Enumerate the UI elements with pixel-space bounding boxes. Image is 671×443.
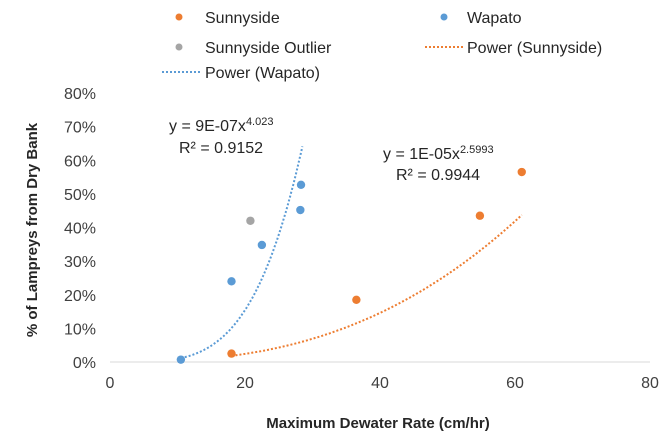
legend-marker-wapato [440,13,448,21]
data-point-wapato [257,240,267,250]
x-tick-label: 60 [506,375,524,392]
legend-marker-sunnyside [175,13,183,21]
sunnyside-equation: y = 1E-05x2.5993 R² = 0.9944 [383,144,494,184]
legend-label-power-sunnyside: Power (Sunnyside) [467,40,602,57]
legend-label-sunnyside: Sunnyside [205,10,280,27]
y-tick-label: 20% [64,288,96,305]
x-tick-label: 40 [371,375,389,392]
y-axis-title: % of Lampreys from Dry Bank [24,122,41,337]
wapato-equation: y = 9E-07x4.023 R² = 0.9152 [169,116,273,157]
data-point-wapato [176,355,186,364]
y-axis-ticks: 0% 10% 20% 30% 40% 50% 60% 70% 80% [64,86,96,372]
legend-label-power-wapato: Power (Wapato) [205,65,320,82]
wapato-r-squared: R² = 0.9152 [179,140,263,157]
data-point-sunnyside [352,295,361,304]
y-tick-label: 30% [64,254,96,271]
data-point-wapato [296,205,305,215]
legend-label-sunnyside-outlier: Sunnyside Outlier [205,40,332,57]
x-axis-ticks: 0 20 40 60 80 [106,375,659,392]
y-tick-label: 40% [64,221,96,238]
data-point-sunnyside [517,167,526,177]
trendline-power-wapato [180,146,304,360]
y-tick-label: 50% [64,187,96,204]
y-tick-label: 70% [64,120,96,137]
x-axis-title: Maximum Dewater Rate (cm/hr) [266,415,489,432]
x-tick-label: 80 [641,375,659,392]
trendlines [180,146,523,360]
wapato-equation-text: y = 9E-07x4.023 [169,116,273,135]
data-point-sunnyside-outlier [246,216,255,225]
y-tick-label: 60% [64,153,96,170]
x-tick-label: 0 [106,375,115,392]
data-point-sunnyside [475,211,485,220]
trendline-power-sunnyside [231,214,523,357]
legend-label-wapato: Wapato [467,10,522,27]
sunnyside-r-squared: R² = 0.9944 [396,167,480,184]
y-tick-label: 80% [64,86,96,103]
sunnyside-equation-text: y = 1E-05x2.5993 [383,144,494,163]
y-tick-label: 0% [73,355,96,372]
legend: Sunnyside Wapato Sunnyside Outlier Power… [162,10,602,82]
legend-marker-sunnyside-outlier [175,43,183,51]
data-points [176,167,526,364]
y-tick-label: 10% [64,321,96,338]
x-tick-label: 20 [236,375,254,392]
data-point-wapato [296,180,306,189]
data-point-wapato [227,277,236,286]
data-point-sunnyside [227,349,236,358]
